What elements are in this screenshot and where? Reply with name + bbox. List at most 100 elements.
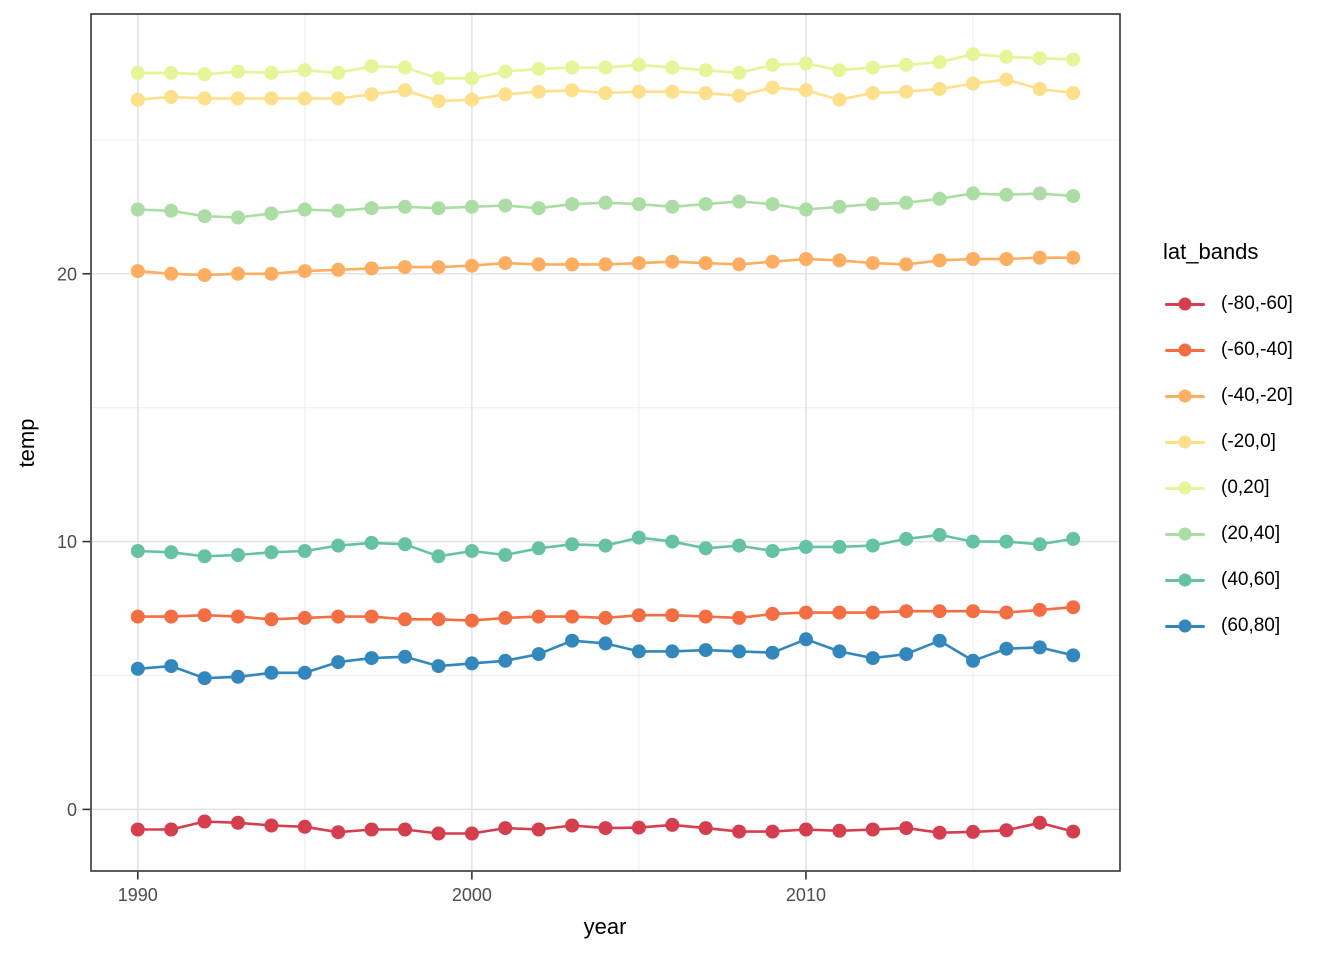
- data-point-(-40,-20]: [832, 253, 847, 268]
- legend-key-dot: [1178, 343, 1192, 357]
- data-point-(-60,-40]: [297, 610, 312, 625]
- data-point-(60,80]: [531, 647, 546, 662]
- legend-label: (-20,0]: [1221, 431, 1276, 452]
- data-point-(40,60]: [732, 538, 747, 553]
- data-point-(-60,-40]: [398, 612, 412, 627]
- data-point-(20,40]: [364, 201, 379, 216]
- data-point-(20,40]: [832, 199, 847, 214]
- data-point-(20,40]: [598, 195, 613, 210]
- data-point-(-20,0]: [832, 92, 847, 107]
- data-point-(60,80]: [130, 661, 145, 676]
- data-point-(-80,-60]: [698, 821, 713, 836]
- data-point-(-60,-40]: [264, 612, 279, 627]
- legend-key-dot: [1178, 481, 1192, 495]
- data-point-(-40,-20]: [130, 264, 145, 279]
- legend-item-4: (0,20]: [1163, 472, 1293, 504]
- legend-item-5: (20,40]: [1163, 518, 1293, 550]
- data-point-(-80,-60]: [665, 817, 680, 832]
- legend-item-2: (-40,-20]: [1163, 380, 1293, 412]
- data-point-(-60,-40]: [498, 610, 513, 625]
- data-point-(-80,-60]: [865, 822, 880, 837]
- data-point-(-80,-60]: [732, 824, 747, 839]
- data-point-(-80,-60]: [999, 823, 1014, 838]
- data-point-(20,40]: [765, 197, 780, 212]
- data-point-(-40,-20]: [398, 260, 412, 275]
- data-point-(60,80]: [865, 651, 880, 666]
- data-point-(40,60]: [197, 549, 212, 564]
- data-point-(-80,-60]: [799, 822, 813, 837]
- data-point-(-80,-60]: [631, 820, 646, 835]
- data-point-(-60,-40]: [765, 606, 780, 621]
- data-point-(-60,-40]: [431, 612, 446, 627]
- data-point-(-20,0]: [899, 84, 914, 99]
- data-point-(-20,0]: [331, 91, 346, 106]
- data-point-(0,20]: [197, 67, 212, 82]
- data-point-(-20,0]: [665, 84, 680, 99]
- data-point-(-20,0]: [297, 91, 312, 106]
- data-point-(-80,-60]: [832, 823, 847, 838]
- legend-key-icon: [1163, 334, 1207, 366]
- data-point-(0,20]: [799, 56, 813, 71]
- legend-key-dot: [1178, 527, 1192, 541]
- y-tick-label: 10: [57, 532, 77, 552]
- data-point-(-40,-20]: [164, 266, 179, 281]
- data-point-(0,20]: [598, 60, 613, 75]
- data-point-(-80,-60]: [765, 824, 780, 839]
- data-point-(-20,0]: [431, 94, 446, 108]
- data-point-(0,20]: [999, 49, 1014, 64]
- legend-key-icon: [1163, 610, 1207, 642]
- data-point-(-80,-60]: [297, 819, 312, 834]
- data-point-(0,20]: [464, 71, 479, 86]
- data-point-(20,40]: [331, 203, 346, 218]
- data-point-(-20,0]: [765, 80, 780, 95]
- data-point-(60,80]: [264, 665, 279, 680]
- data-point-(-20,0]: [464, 92, 479, 107]
- data-point-(60,80]: [164, 659, 179, 674]
- data-point-(-40,-20]: [464, 258, 479, 273]
- data-point-(60,80]: [498, 653, 513, 668]
- data-point-(-40,-20]: [1032, 250, 1047, 265]
- data-point-(0,20]: [297, 63, 312, 78]
- data-point-(-40,-20]: [431, 260, 446, 275]
- data-point-(-20,0]: [732, 88, 747, 103]
- data-point-(-40,-20]: [732, 257, 747, 272]
- data-point-(0,20]: [498, 64, 513, 79]
- data-point-(-80,-60]: [498, 821, 513, 836]
- x-axis-title: year: [583, 914, 627, 939]
- data-point-(-20,0]: [364, 87, 379, 102]
- data-point-(0,20]: [631, 57, 646, 72]
- data-point-(20,40]: [899, 195, 914, 210]
- data-point-(0,20]: [865, 60, 880, 75]
- data-point-(0,20]: [331, 65, 346, 80]
- data-point-(60,80]: [899, 647, 914, 662]
- data-point-(60,80]: [631, 644, 646, 659]
- legend-key-dot: [1178, 573, 1192, 587]
- data-point-(-80,-60]: [364, 822, 379, 837]
- data-point-(0,20]: [765, 57, 780, 72]
- data-point-(40,60]: [966, 534, 980, 549]
- data-point-(20,40]: [966, 186, 980, 201]
- legend-label: (0,20]: [1221, 477, 1270, 498]
- data-point-(20,40]: [665, 199, 680, 214]
- data-point-(-40,-20]: [932, 253, 947, 268]
- data-point-(60,80]: [197, 671, 212, 686]
- data-point-(-60,-40]: [899, 604, 914, 619]
- data-point-(0,20]: [665, 60, 680, 75]
- legend-key-icon: [1163, 426, 1207, 458]
- legend-key-dot: [1178, 435, 1192, 449]
- data-point-(-60,-40]: [331, 609, 346, 624]
- data-point-(20,40]: [498, 198, 513, 213]
- panel-background: [91, 14, 1120, 871]
- data-point-(40,60]: [932, 527, 947, 542]
- data-point-(0,20]: [932, 55, 947, 70]
- data-point-(40,60]: [631, 530, 646, 545]
- data-point-(60,80]: [698, 643, 713, 658]
- data-point-(60,80]: [999, 641, 1014, 656]
- legend-title: lat_bands: [1163, 239, 1259, 264]
- data-point-(0,20]: [398, 60, 412, 75]
- data-point-(-60,-40]: [932, 604, 947, 619]
- data-point-(40,60]: [331, 538, 346, 553]
- data-point-(0,20]: [1032, 51, 1047, 66]
- data-point-(60,80]: [431, 659, 446, 674]
- data-point-(-60,-40]: [999, 605, 1014, 620]
